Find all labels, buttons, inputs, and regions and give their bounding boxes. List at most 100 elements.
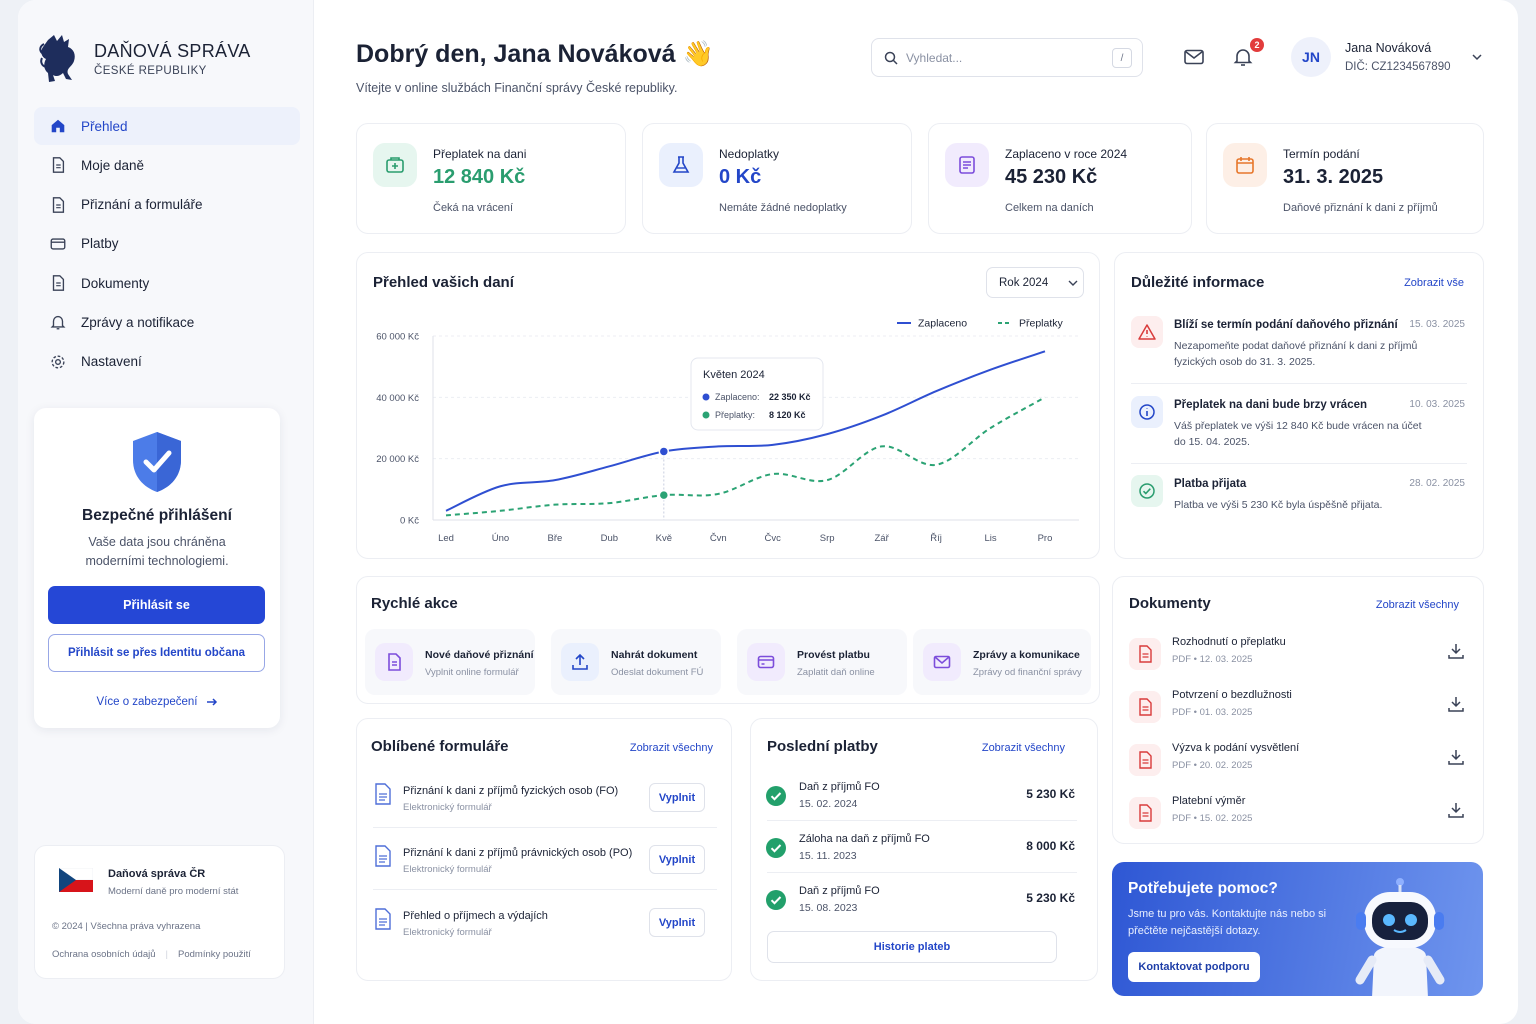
contact-support-button[interactable]: Kontaktovat podporu (1128, 952, 1260, 982)
mail-icon[interactable] (1183, 46, 1205, 68)
security-more-link[interactable]: Více o zabezpečení (34, 696, 280, 708)
search-placeholder: Vyhledat... (906, 50, 963, 65)
nav-item-zpravy[interactable]: Zprávy a notifikace (34, 303, 300, 341)
nav-label: Dokumenty (81, 275, 150, 291)
login-button[interactable]: Přihlásit se (48, 586, 265, 624)
info-item-desc: Platba ve výši 5 230 Kč byla úspěšně při… (1174, 499, 1383, 511)
stat-card-paid[interactable]: Zaplaceno v roce 2024 45 230 Kč Celkem n… (928, 123, 1192, 234)
nav-item-dokumenty[interactable]: Dokumenty (34, 264, 300, 302)
footer-copyright: © 2024 | Všechna práva vyhrazena (52, 921, 201, 932)
fill-form-button[interactable]: Vyplnit (649, 908, 705, 937)
download-icon[interactable] (1447, 695, 1465, 713)
security-more-label: Více o zabezpečení (96, 696, 198, 708)
document-row[interactable]: Výzva k podání vysvětlení PDF • 20. 02. … (1129, 742, 1465, 782)
payment-amount: 8 000 Kč (1026, 839, 1075, 853)
document-row[interactable]: Platební výměr PDF • 15. 02. 2025 (1129, 795, 1465, 835)
search-box[interactable]: Vyhledat... / (871, 38, 1143, 77)
forms-view-all-link[interactable]: Zobrazit všechny (629, 742, 713, 754)
nav-item-priznani[interactable]: Přiznání a formuláře (34, 186, 300, 224)
nav-item-nastaveni[interactable]: Nastavení (34, 343, 300, 381)
x-tick-label: Bře (548, 533, 563, 544)
sidebar: DAŇOVÁ SPRÁVA ČESKÉ REPUBLIKY Přehled Mo… (18, 0, 314, 1024)
form-item: Přiznání k dani z příjmů fyzických osob … (373, 781, 717, 835)
legend-label: Zaplaceno (918, 318, 967, 330)
download-icon[interactable] (1447, 748, 1465, 766)
terms-link[interactable]: Podmínky použití (178, 949, 251, 960)
documents-view-all-link[interactable]: Zobrazit všechny (1375, 599, 1459, 611)
tooltip-value: 8 120 Kč (769, 410, 806, 420)
stat-card-deadline[interactable]: Termín podání 31. 3. 2025 Daňové přiznán… (1206, 123, 1484, 234)
payment-amount: 5 230 Kč (1026, 891, 1075, 905)
y-tick-label: 60 000 Kč (376, 332, 419, 343)
stat-card-overpayment[interactable]: Přeplatek na dani 12 840 Kč Čeká na vrác… (356, 123, 626, 234)
privacy-link[interactable]: Ochrana osobních údajů (52, 949, 156, 960)
quick-action-title: Nahrát dokument (611, 649, 698, 661)
nav-label: Platby (81, 236, 119, 252)
document-row[interactable]: Rozhodnutí o přeplatku PDF • 12. 03. 202… (1129, 636, 1465, 676)
document-icon (52, 157, 65, 174)
divider (1131, 463, 1467, 464)
series-line-preplatky (445, 396, 1046, 517)
download-icon[interactable] (1447, 642, 1465, 660)
tooltip-value: 22 350 Kč (769, 392, 811, 402)
check-circle-icon (766, 838, 786, 858)
x-tick-label: Čvc (765, 533, 782, 544)
payment-history-button[interactable]: Historie plateb (767, 931, 1057, 963)
secure-text: Vaše data jsou chráněna moderními techno… (85, 535, 229, 568)
brand-logo[interactable]: DAŇOVÁ SPRÁVA ČESKÉ REPUBLIKY (38, 34, 251, 84)
x-tick-label: Čvn (710, 533, 727, 544)
nav-label: Moje daně (81, 157, 145, 173)
form-document-icon (375, 783, 391, 805)
stat-label: Zaplaceno v roce 2024 (1005, 147, 1128, 161)
quick-action-new-return[interactable]: Nové daňové přiznání Vyplnit online form… (365, 629, 535, 695)
avatar[interactable]: JN (1291, 37, 1331, 77)
nav-label: Nastavení (81, 354, 142, 370)
fill-form-button[interactable]: Vyplnit (649, 783, 705, 812)
brand-subtitle: ČESKÉ REPUBLIKY (94, 65, 207, 77)
nav-item-moje-dane[interactable]: Moje daně (34, 146, 300, 184)
chart-card-title: Přehled vašich daní (373, 274, 514, 291)
quick-action-desc: Zprávy od finanční správy (973, 667, 1082, 678)
important-info-card: Důležité informace Zobrazit vše Blíží se… (1114, 252, 1484, 559)
stat-value: 0 Kč (719, 166, 762, 188)
identity-login-button[interactable]: Přihlásit se přes Identitu občana (48, 634, 265, 672)
stat-note: Daňové přiznání k dani z příjmů (1283, 202, 1438, 214)
chevron-down-icon[interactable] (1471, 52, 1483, 62)
payment-date: 15. 11. 2023 (799, 850, 857, 862)
document-title: Výzva k podání vysvětlení (1172, 742, 1300, 754)
info-view-all-link[interactable]: Zobrazit vše (1404, 277, 1464, 289)
payment-row[interactable]: Daň z příjmů FO 15. 02. 2024 5 230 Kč (765, 781, 1075, 827)
year-select[interactable]: Rok 2024 (986, 267, 1084, 298)
favorite-forms-card: Oblíbené formuláře Zobrazit všechny Přiz… (356, 718, 732, 981)
fill-form-button[interactable]: Vyplnit (649, 845, 705, 874)
notification-badge: 2 (1250, 38, 1264, 52)
quick-action-desc: Vyplnit online formulář (425, 667, 519, 678)
quick-actions-title: Rychlé akce (371, 595, 458, 612)
stat-card-arrears[interactable]: Nedoplatky 0 Kč Nemáte žádné nedoplatky (642, 123, 912, 234)
divider (1131, 383, 1467, 384)
footer-org-desc: Moderní daně pro moderní stát (108, 886, 239, 897)
footer-links: Ochrana osobních údajů | Podmínky použit… (52, 949, 251, 960)
divider (767, 872, 1077, 873)
document-meta: PDF • 12. 03. 2025 (1172, 654, 1253, 665)
card-icon (50, 238, 66, 250)
payments-view-all-link[interactable]: Zobrazit všechny (981, 742, 1065, 754)
search-icon (884, 51, 898, 65)
bell-icon[interactable] (1232, 46, 1254, 68)
download-icon[interactable] (1447, 801, 1465, 819)
nav-item-prehled[interactable]: Přehled (34, 107, 300, 145)
payment-row[interactable]: Daň z příjmů FO 15. 08. 2023 5 230 Kč (765, 885, 1075, 931)
quick-action-title: Zprávy a komunikace (973, 649, 1080, 661)
document-row[interactable]: Potvrzení o bezdlužnosti PDF • 01. 03. 2… (1129, 689, 1465, 729)
info-item-title: Blíží se termín podání daňového přiznání (1174, 319, 1398, 331)
payment-row[interactable]: Záloha na daň z příjmů FO 15. 11. 2023 8… (765, 833, 1075, 879)
quick-action-messages[interactable]: Zprávy a komunikace Zprávy od finanční s… (913, 629, 1091, 695)
info-icon (1131, 396, 1163, 428)
quick-action-payment[interactable]: Provést platbu Zaplatit daň online (737, 629, 907, 695)
nav-item-platby[interactable]: Platby (34, 225, 300, 263)
brand-title: DAŇOVÁ SPRÁVA (94, 41, 251, 61)
secure-title: Bezpečné přihlášení (82, 507, 232, 524)
quick-action-upload[interactable]: Nahrát dokument Odeslat dokument FÚ (551, 629, 721, 695)
nav-label: Přehled (81, 118, 128, 134)
main-content: Dobrý den, Jana Nováková 👋 Vítejte v onl… (314, 0, 1518, 1024)
